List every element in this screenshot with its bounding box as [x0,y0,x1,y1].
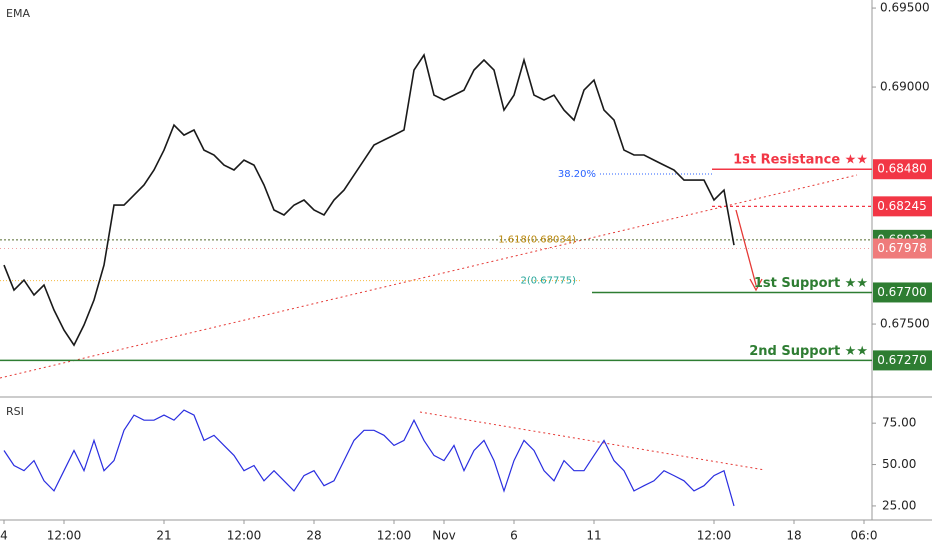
rsi-line [3,409,735,507]
fib-label: 1.618(0.68034) [498,235,576,246]
level-price-box [873,196,932,217]
fib-label: 38.20% [558,169,596,180]
level-price-label: 0.68480 [877,162,927,176]
forecast-arrow [735,209,763,292]
level-price-label: 0.67978 [877,241,927,255]
x-tick-label: 28 [306,529,321,543]
x-tick-label: 18 [786,529,801,543]
rsi-pane-title: RSI [6,405,24,418]
x-tick-label: 12:00 [377,529,412,543]
y-tick-label: 50.00 [882,457,916,471]
x-tick-label: 12:00 [697,529,732,543]
x-tick-label: 12:00 [47,529,82,543]
level-name: 1st Resistance ★★ [733,153,868,168]
price-pane-title: EMA [6,7,30,20]
y-tick-label: 75.00 [882,416,916,430]
level-name: 1st Support ★★ [754,276,868,291]
level-price-box [873,282,932,303]
x-tick-label: 21 [156,529,171,543]
x-tick-label: 11 [586,529,601,543]
fib-label: 2(0.67775) [520,276,576,287]
level-price-box [873,159,932,180]
x-tick-label: 6 [510,529,518,543]
y-tick-label: 0.69000 [880,80,930,94]
x-tick-label: Nov [432,529,455,543]
price-line [3,53,735,347]
y-tick-label: 0.69500 [880,1,930,15]
level-price-label: 0.67700 [877,285,927,299]
level-price-label: 0.68245 [877,199,927,213]
y-tick-label: 25.00 [882,498,916,512]
x-tick-label: 12:00 [227,529,262,543]
x-tick-label: 4 [0,529,8,543]
level-price-label: 0.67270 [877,353,927,367]
trend-line [0,174,858,379]
level-price-box [873,238,932,259]
y-tick-label: 0.67500 [880,317,930,331]
x-tick-label: 06:0 [851,529,878,543]
rsi-trend-line [419,411,766,471]
level-name: 2nd Support ★★ [749,344,868,359]
level-price-box [873,350,932,371]
